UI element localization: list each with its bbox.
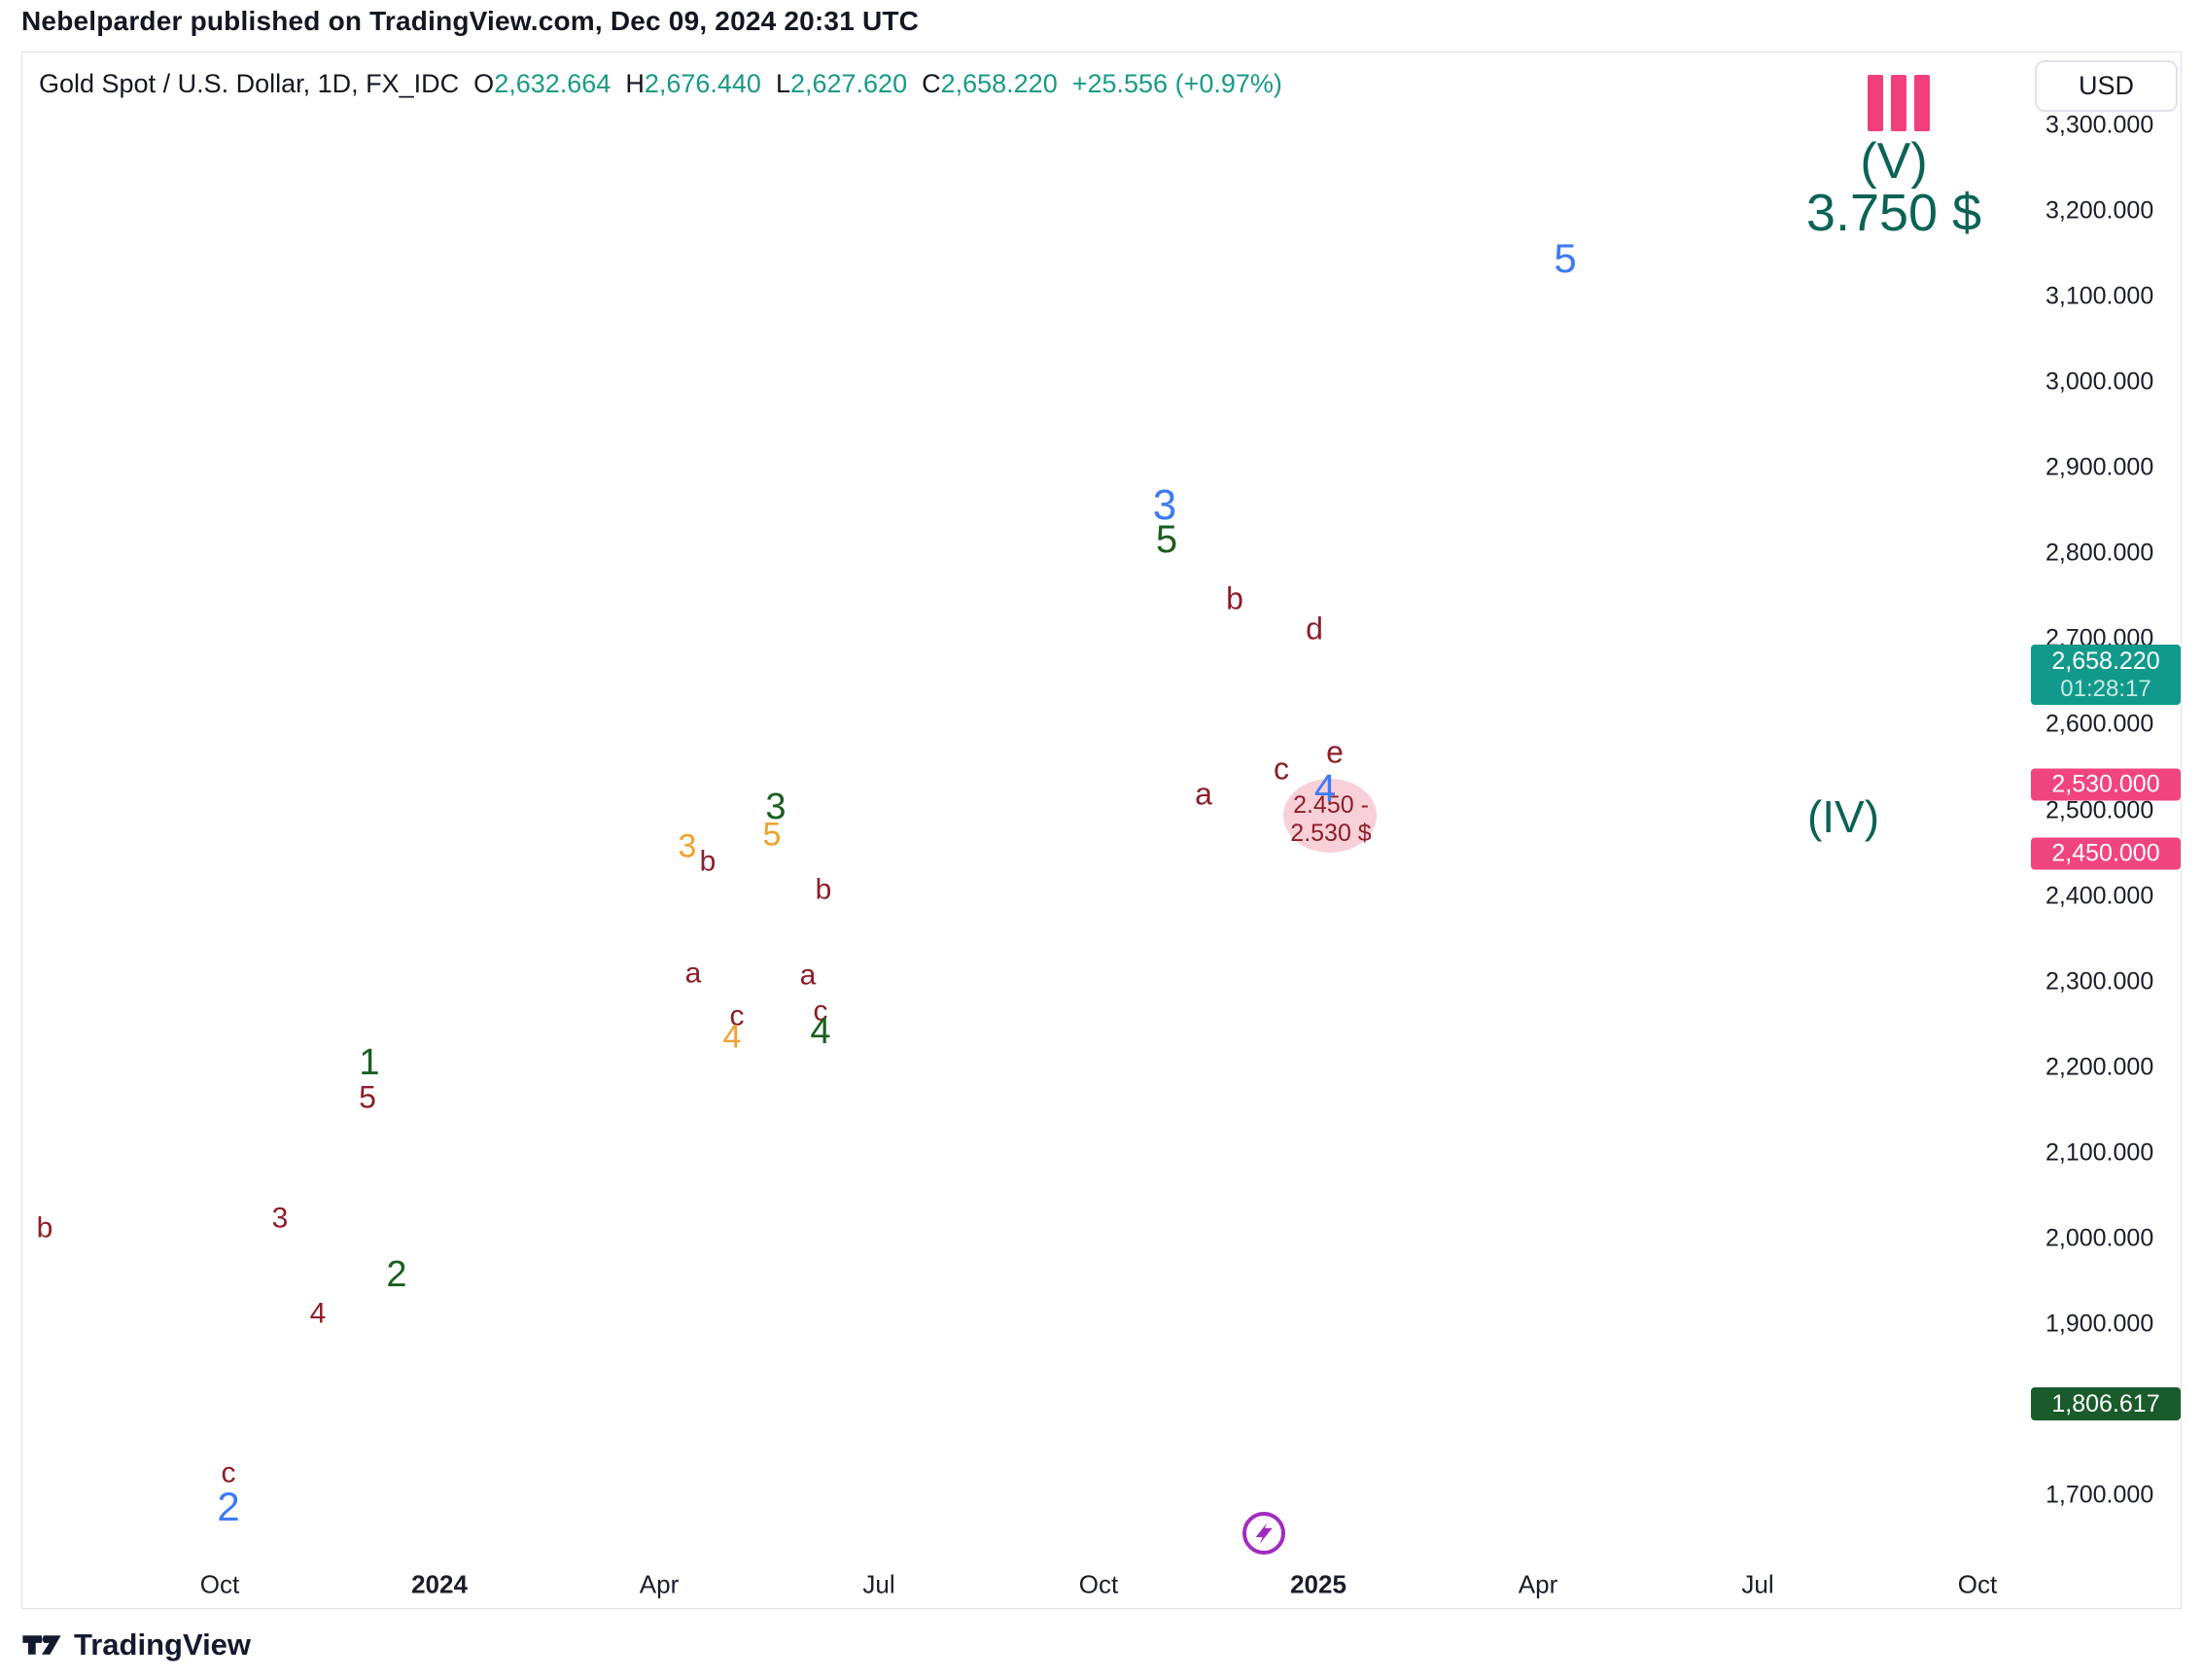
price-axis-tick[interactable]: 2,300.000: [2046, 967, 2154, 996]
wave-label-b: b: [1226, 580, 1243, 616]
wave-label-4: 4: [309, 1297, 327, 1330]
low-label: L: [775, 69, 790, 98]
price-axis-tick[interactable]: 2,500.000: [2046, 796, 2154, 824]
time-axis-tick[interactable]: Oct: [1078, 1569, 1119, 1599]
price-box-value: 1,806.617: [2051, 1389, 2160, 1418]
tradingview-logo-icon: [22, 1635, 61, 1655]
price-axis-tick[interactable]: 1,700.000: [2046, 1481, 2154, 1509]
wave-label-3: 3: [765, 787, 787, 828]
time-axis-tick[interactable]: Jul: [1741, 1569, 1774, 1599]
price-axis-tick[interactable]: 2,600.000: [2046, 710, 2154, 738]
wave-label-3: 3: [1152, 481, 1177, 530]
wave-label-c: c: [729, 999, 745, 1032]
price-axis-tick[interactable]: 2,100.000: [2046, 1138, 2154, 1167]
open-value: 2,632.664: [494, 69, 612, 98]
roman-bar: [1914, 75, 1930, 131]
tradingview-footer[interactable]: TradingView: [21, 1628, 251, 1662]
wave-label-3: 3: [271, 1202, 289, 1235]
wave-label-c: c: [1274, 751, 1289, 787]
close-value: 2,658.220: [940, 69, 1058, 98]
time-axis-tick[interactable]: 2024: [411, 1569, 468, 1599]
wave-label-d: d: [1306, 611, 1323, 647]
price-axis-tick[interactable]: 2,900.000: [2046, 453, 2154, 481]
time-axis-tick[interactable]: Oct: [199, 1569, 240, 1599]
tradingview-wordmark: TradingView: [74, 1628, 252, 1662]
price-axis-tick[interactable]: 3,000.000: [2046, 368, 2154, 396]
close-label: C: [922, 69, 941, 98]
chart-panel: [21, 52, 2182, 1609]
price-axis-tick[interactable]: 1,900.000: [2046, 1310, 2154, 1338]
high-value: 2,676.440: [644, 69, 761, 98]
price-axis-tick[interactable]: 3,100.000: [2046, 282, 2154, 310]
wave-label-2: 2: [217, 1484, 240, 1530]
wave-label-5: 5: [762, 816, 782, 854]
price-axis-tick[interactable]: 3,200.000: [2046, 196, 2154, 225]
wave-label-a: a: [684, 957, 702, 990]
wave-label-e: e: [1326, 734, 1344, 770]
current-price-box[interactable]: 2,658.220 01:28:17: [2031, 645, 2181, 706]
wave-V-label: (V): [1860, 133, 1928, 190]
wave-label-b: b: [699, 845, 717, 878]
wave-label-2: 2: [386, 1254, 407, 1296]
change-value: +25.556 (+0.97%): [1071, 69, 1282, 98]
symbol-name[interactable]: Gold Spot / U.S. Dollar, 1D, FX_IDC: [39, 69, 460, 98]
symbol-title-bar[interactable]: Gold Spot / U.S. Dollar, 1D, FX_IDC O 2,6…: [39, 69, 1282, 99]
wave-label-b: b: [815, 873, 832, 906]
wave4-target-zone-ellipse: [1283, 779, 1377, 853]
level-box-2530[interactable]: 2,530.000: [2031, 768, 2181, 801]
price-box-value: 2,450.000: [2051, 839, 2160, 867]
time-axis-tick[interactable]: Apr: [1518, 1569, 1558, 1599]
level-box-1806[interactable]: 1,806.617: [2031, 1387, 2181, 1421]
wave4-target-zone-text: 2.450 - 2.530 $: [1290, 791, 1371, 848]
price-axis-tick[interactable]: 2,800.000: [2046, 539, 2154, 567]
wave-label-b: b: [36, 1211, 53, 1244]
price-axis-tick[interactable]: 2,200.000: [2046, 1053, 2154, 1081]
wave-label-5: 5: [359, 1079, 376, 1115]
wave-label-3: 3: [678, 827, 697, 865]
countdown-timer: 01:28:17: [2060, 675, 2151, 702]
wave-III-roman-marker: [1868, 75, 1930, 131]
wave-label-5: 5: [1155, 518, 1178, 562]
price-axis-tick[interactable]: 3,300.000: [2046, 111, 2154, 139]
wave-label-c: c: [221, 1456, 236, 1489]
time-axis-tick[interactable]: Apr: [639, 1569, 680, 1599]
roman-bar: [1868, 75, 1883, 131]
roman-bar: [1891, 75, 1906, 131]
wave-label-4: 4: [1313, 767, 1337, 811]
publication-flash-icon[interactable]: [1241, 1510, 1287, 1557]
currency-toggle-button[interactable]: USD: [2035, 60, 2178, 112]
price-axis-tick[interactable]: 2,400.000: [2046, 882, 2154, 910]
open-label: O: [473, 69, 495, 98]
wave-label-4: 4: [722, 1018, 742, 1056]
wave-label-c: c: [813, 995, 828, 1028]
zone-range-from: 2.450 -: [1293, 791, 1369, 819]
price-box-value: 2,658.220: [2051, 647, 2160, 675]
price-axis-tick[interactable]: 2,000.000: [2046, 1224, 2154, 1252]
wave-label-a: a: [1195, 776, 1212, 812]
zone-range-to: 2.530 $: [1290, 820, 1372, 847]
high-label: H: [625, 69, 645, 98]
time-axis-tick[interactable]: 2025: [1290, 1569, 1346, 1599]
time-axis-tick[interactable]: Oct: [1957, 1569, 1998, 1599]
price-box-value: 2,530.000: [2051, 770, 2160, 798]
low-value: 2,627.620: [789, 69, 908, 98]
wave-IV-label: (IV): [1806, 791, 1880, 842]
published-attribution: Nebelparder published on TradingView.com…: [21, 6, 920, 36]
wave-label-a: a: [799, 959, 817, 992]
time-axis-tick[interactable]: Jul: [862, 1569, 895, 1599]
level-box-2450[interactable]: 2,450.000: [2031, 837, 2181, 870]
wave-label-5: 5: [1554, 235, 1577, 282]
wave-label-4: 4: [810, 1011, 831, 1053]
wave-label-1: 1: [359, 1042, 380, 1084]
price-target-label: 3.750 $: [1805, 184, 1982, 242]
